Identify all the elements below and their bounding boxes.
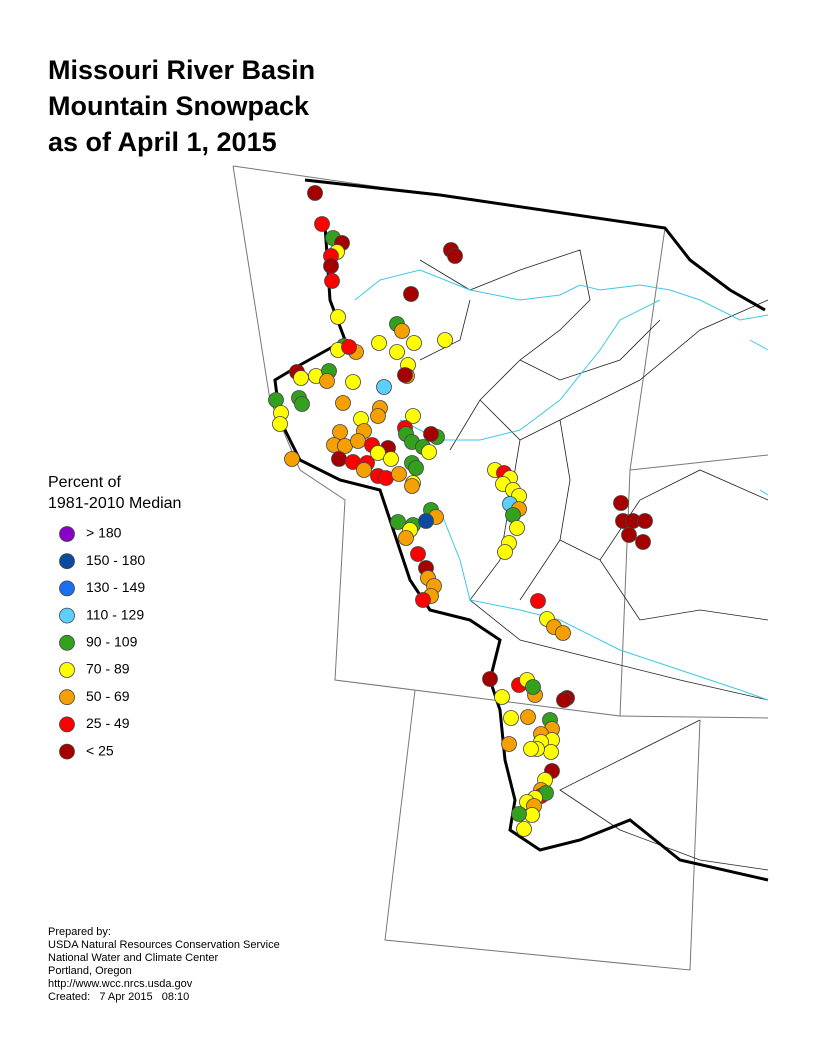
site xyxy=(335,395,351,411)
site xyxy=(437,332,453,348)
site xyxy=(520,709,536,725)
site xyxy=(332,424,348,440)
site xyxy=(383,451,399,467)
title-line: as of April 1, 2015 xyxy=(48,127,277,157)
site xyxy=(543,744,559,760)
legend-swatch xyxy=(59,716,75,733)
site xyxy=(398,530,414,546)
legend-label: 90 - 109 xyxy=(86,634,138,650)
site xyxy=(613,495,629,511)
site xyxy=(376,379,392,395)
site xyxy=(314,216,330,232)
site xyxy=(494,689,510,705)
site xyxy=(319,373,335,389)
site xyxy=(621,527,637,543)
site xyxy=(294,396,310,412)
site xyxy=(350,433,366,449)
basin-subdivisions xyxy=(419,249,769,871)
site xyxy=(556,692,572,708)
site xyxy=(324,273,340,289)
legend-swatch xyxy=(59,580,75,597)
legend-swatch xyxy=(59,553,75,570)
legend-label: 110 - 129 xyxy=(86,606,144,622)
site xyxy=(555,625,571,641)
footer-line: National Water and Climate Center xyxy=(48,952,219,964)
footer-line: http://www.wcc.nrcs.usda.gov xyxy=(48,978,193,990)
site xyxy=(345,374,361,390)
footer: Prepared by: USDA Natural Resources Conse… xyxy=(48,926,280,1004)
legend-title: Percent of 1981-2010 Median xyxy=(48,472,181,514)
legend-title-line: Percent of xyxy=(48,474,121,491)
legend-label: 50 - 69 xyxy=(86,688,130,704)
site xyxy=(284,451,300,467)
site xyxy=(497,544,513,560)
site xyxy=(397,367,413,383)
site xyxy=(415,592,431,608)
site xyxy=(371,335,387,351)
site xyxy=(418,513,434,529)
title-line: Mountain Snowpack xyxy=(48,91,310,121)
site xyxy=(423,426,439,442)
site xyxy=(404,478,420,494)
site xyxy=(394,323,410,339)
title-line: Missouri River Basin xyxy=(48,55,316,85)
site xyxy=(503,710,519,726)
site xyxy=(530,593,546,609)
site xyxy=(447,248,463,264)
legend-label: 25 - 49 xyxy=(86,715,130,731)
legend-swatch xyxy=(59,689,75,706)
rivers xyxy=(354,269,769,701)
site xyxy=(403,286,419,302)
site xyxy=(405,408,421,424)
site xyxy=(410,546,426,562)
footer-line: Created: 7 Apr 2015 08:10 xyxy=(48,991,190,1003)
legend-label: 70 - 89 xyxy=(86,661,130,677)
site xyxy=(356,462,372,478)
legend-label: 130 - 149 xyxy=(86,579,145,595)
site xyxy=(523,741,539,757)
legend-label: > 180 xyxy=(86,525,122,541)
title: Missouri River Basin Mountain Snowpack as … xyxy=(48,52,315,160)
legend-swatch xyxy=(59,607,75,624)
footer-line: USDA Natural Resources Conservation Serv… xyxy=(48,939,280,951)
site xyxy=(501,736,517,752)
site xyxy=(331,451,347,467)
site xyxy=(408,460,424,476)
legend-swatch xyxy=(59,662,75,678)
site xyxy=(635,534,651,550)
site xyxy=(323,258,339,274)
legend: > 180 150 - 180 130 - 149 110 - 129 90 - 109… xyxy=(59,525,145,760)
site xyxy=(370,445,386,461)
site xyxy=(391,466,407,482)
site xyxy=(406,335,422,351)
state-borders xyxy=(232,165,769,971)
sites xyxy=(268,185,653,837)
site xyxy=(516,821,532,837)
site xyxy=(525,679,541,695)
legend-swatch xyxy=(59,743,75,760)
basin-boundary xyxy=(273,178,769,882)
legend-label: < 25 xyxy=(86,742,114,758)
site xyxy=(330,309,346,325)
site xyxy=(482,671,498,687)
legend-swatch xyxy=(59,634,75,651)
site xyxy=(390,514,406,530)
site xyxy=(509,520,525,536)
footer-line: Prepared by: xyxy=(48,926,111,938)
site xyxy=(637,513,653,529)
site xyxy=(341,339,357,355)
site xyxy=(307,185,323,201)
site xyxy=(389,344,405,360)
site xyxy=(293,370,309,386)
legend-swatch xyxy=(59,526,75,542)
site xyxy=(370,408,386,424)
site xyxy=(421,444,437,460)
legend-title-line: 1981-2010 Median xyxy=(48,495,182,512)
legend-label: 150 - 180 xyxy=(86,552,145,568)
site xyxy=(511,806,527,822)
footer-line: Portland, Oregon xyxy=(48,965,132,977)
site xyxy=(272,416,288,432)
